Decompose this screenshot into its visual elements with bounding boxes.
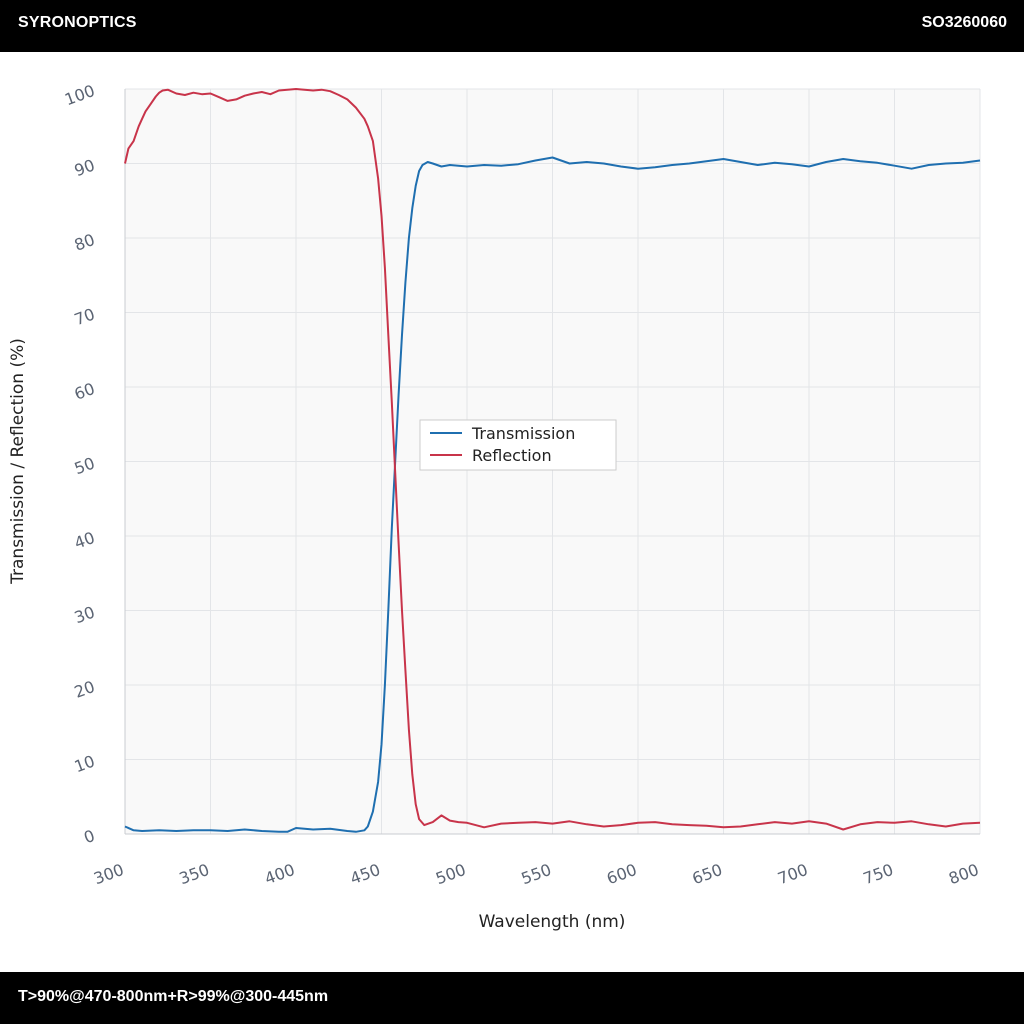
y-tick-label-0: 0 <box>81 826 97 847</box>
y-tick-label-10: 10 <box>72 751 98 776</box>
footer-bar: T>90%@470-800nm+R>99%@300-445nm <box>0 972 1024 1024</box>
series-line-transmission <box>124 156 981 833</box>
x-tick-label-550: 550 <box>519 860 554 888</box>
y-tick-labels: 0 10 20 30 40 50 60 70 80 90 100 <box>62 81 97 847</box>
y-tick-label-30: 30 <box>72 602 98 627</box>
y-tick-label-50: 50 <box>72 453 98 478</box>
x-axis-title: Wavelength (nm) <box>479 912 626 932</box>
header-bar: SYRONOPTICS SO3260060 <box>0 0 1024 52</box>
spec-summary: T>90%@470-800nm+R>99%@300-445nm <box>18 988 329 1005</box>
x-tick-label-350: 350 <box>177 860 212 888</box>
y-tick-label-100: 100 <box>62 81 97 109</box>
x-tick-label-650: 650 <box>690 860 725 888</box>
y-tick-label-40: 40 <box>72 528 98 553</box>
legend-box <box>419 419 617 471</box>
x-tick-label-750: 750 <box>861 860 896 888</box>
y-tick-label-70: 70 <box>72 304 98 329</box>
y-tick-label-60: 60 <box>72 379 98 404</box>
x-tick-label-300: 300 <box>91 860 126 888</box>
x-tick-label-400: 400 <box>262 860 297 888</box>
y-tick-label-90: 90 <box>72 155 98 180</box>
x-tick-labels: 300 350 400 450 500 550 600 650 700 750 800 <box>91 860 981 888</box>
x-tick-label-450: 450 <box>348 860 383 888</box>
x-tick-label-600: 600 <box>604 860 639 888</box>
legend: Transmission Reflection <box>419 419 617 471</box>
x-tick-label-700: 700 <box>775 860 810 888</box>
y-tick-label-80: 80 <box>72 230 98 255</box>
legend-label-reflection: Reflection <box>472 446 552 465</box>
series-line-reflection <box>124 88 981 831</box>
series-lines <box>124 88 981 833</box>
y-tick-label-20: 20 <box>72 677 98 702</box>
product-code: SO3260060 <box>921 14 1007 31</box>
x-tick-label-800: 800 <box>946 860 981 888</box>
x-tick-label-500: 500 <box>433 860 468 888</box>
legend-label-transmission: Transmission <box>471 424 575 443</box>
brand-name: SYRONOPTICS <box>18 14 137 31</box>
y-axis-title: Transmission / Reflection (%) <box>8 338 28 585</box>
